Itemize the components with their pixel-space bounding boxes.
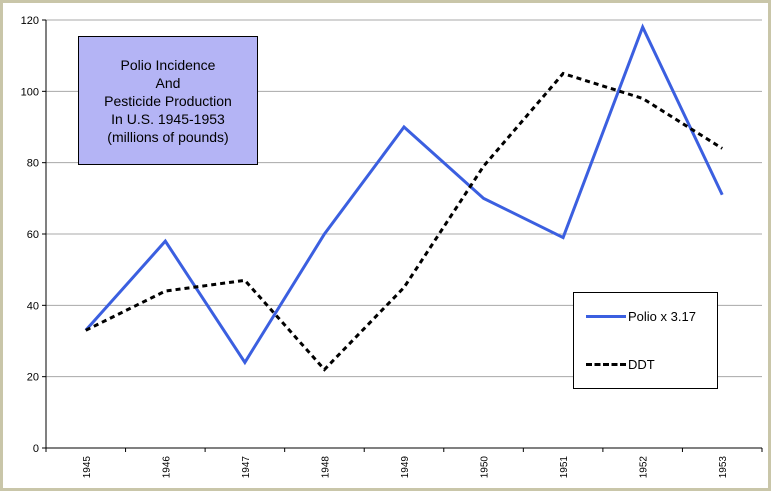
legend-swatch-polio [586,315,626,318]
x-tick-label-1952: 1952 [639,456,650,479]
series-lines [84,23,724,372]
legend-label-ddt: DDT [628,357,655,372]
chart-title-line-5: (millions of pounds) [107,128,229,145]
x-tick-label-1946: 1946 [161,456,172,479]
x-tick-label-1948: 1948 [320,456,331,479]
y-tick-label-120: 120 [21,15,39,27]
y-tick-label-80: 80 [27,158,39,170]
y-tick-label-40: 40 [27,300,39,312]
legend: Polio x 3.17 DDT [573,292,718,389]
x-tick-label-1945: 1945 [82,456,93,479]
x-tick-label-1949: 1949 [400,456,411,479]
chart-title-line-2: And [155,74,181,91]
chart-title-line-1: Polio Incidence [120,56,216,73]
chart-title-box: Polio Incidence And Pesticide Production… [78,36,258,165]
y-axis-ticks: 0 20 40 60 80 100 120 [21,15,46,455]
chart-title-line-4: In U.S. 1945-1953 [111,110,225,127]
legend-label-polio: Polio x 3.17 [628,309,696,324]
x-axis-ticks: 1945 1946 1947 1948 1949 1950 1951 1952 1953 [45,448,763,479]
legend-swatch-ddt [586,363,626,366]
x-tick-label-1947: 1947 [241,456,252,479]
chart-title-line-3: Pesticide Production [104,92,232,109]
y-tick-label-60: 60 [27,229,39,241]
legend-item-ddt: DDT [586,357,655,372]
y-tick-label-20: 20 [27,372,39,384]
y-tick-label-0: 0 [33,443,39,455]
y-tick-label-100: 100 [21,86,39,98]
legend-item-polio: Polio x 3.17 [586,309,696,324]
x-tick-label-1950: 1950 [480,456,491,479]
x-tick-label-1953: 1953 [718,456,729,479]
x-tick-label-1951: 1951 [559,456,570,479]
